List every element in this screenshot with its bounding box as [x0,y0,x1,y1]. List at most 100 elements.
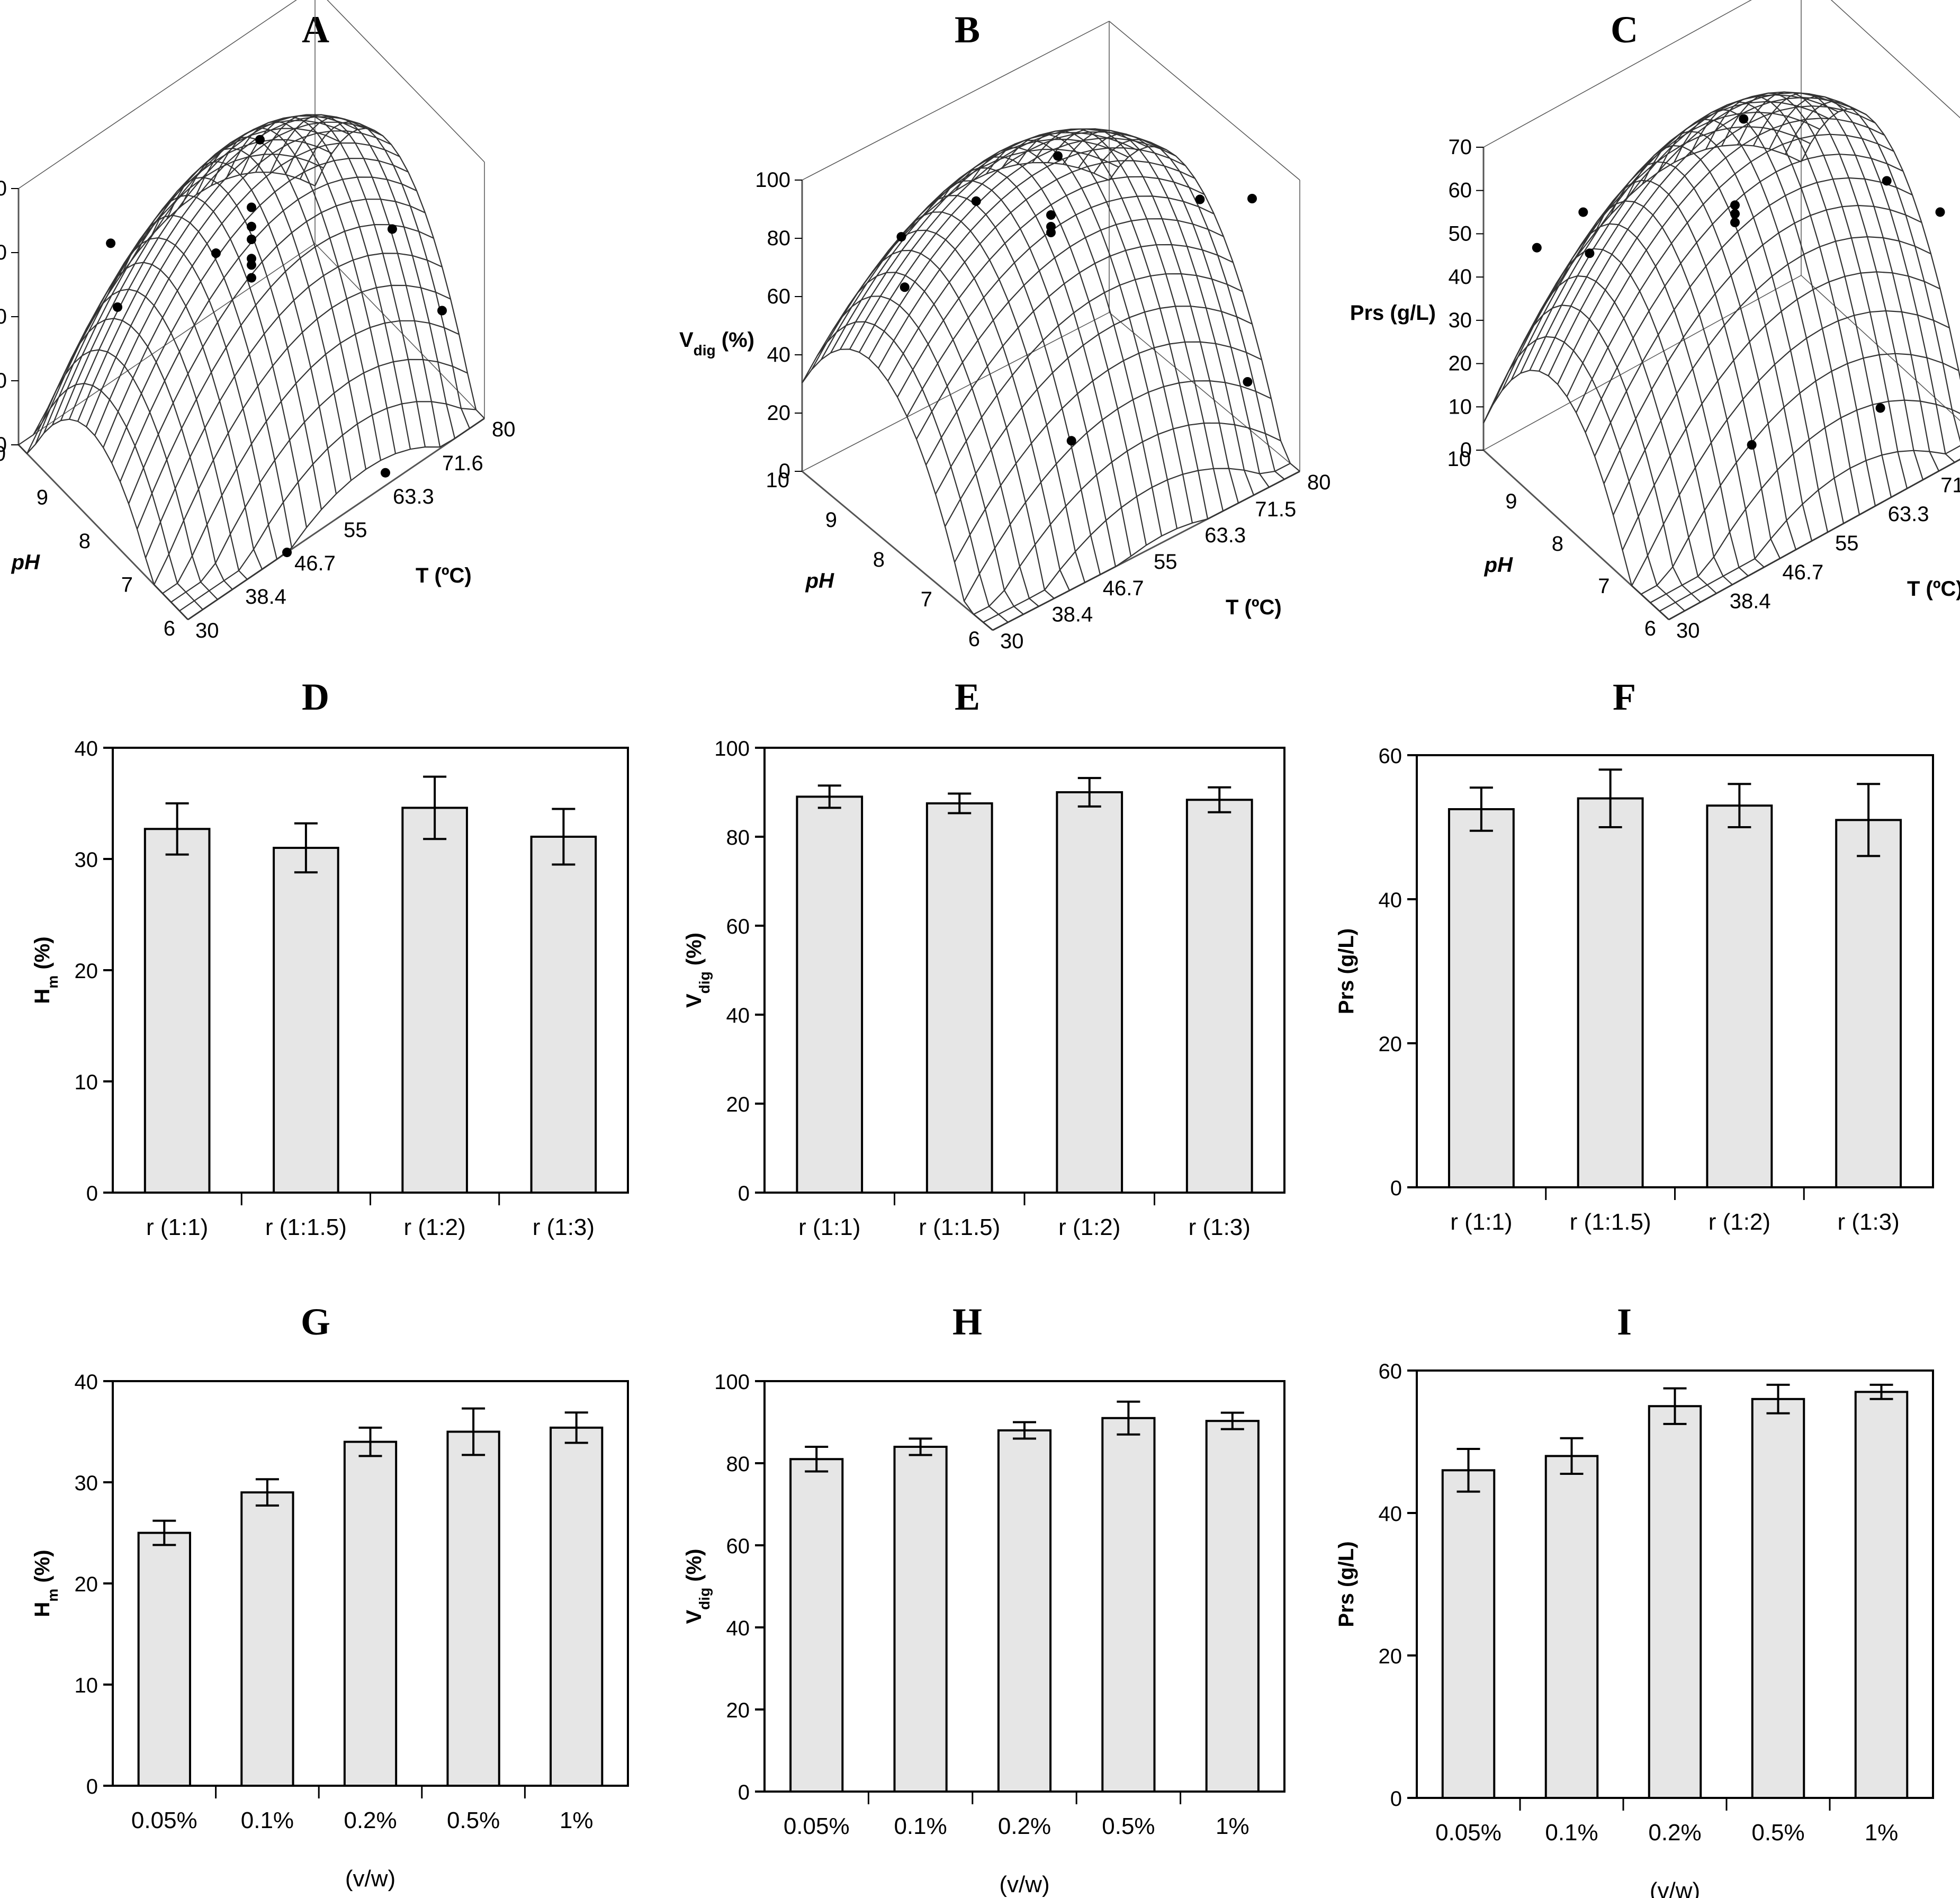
surface-chart-c: 0102030405060701098763038.446.75563.371.… [1350,0,1960,642]
data-point [247,202,256,212]
y-tick-label: 80 [726,826,750,849]
surface-mesh-line [1511,101,1829,380]
bar-chart-i: 0 20 40 60 0.05% 0.1% 0.2% 0.5% 1% Prs (g/L) (v/w) [1335,1360,1934,1898]
surface-mesh-line [1578,200,1765,568]
panel-label-c: C [1611,8,1638,51]
x-category-label: 0.1% [241,1807,294,1833]
surface-mesh-line [314,128,485,419]
surface-mesh-line [1566,118,1885,397]
x-category-label: r (1:1) [146,1214,208,1240]
x-axis-label: (v/w) [999,1872,1049,1897]
y-tick-label: 63.3 [1204,524,1246,547]
surface-mesh-line [1529,91,1848,371]
y-tick-label: 10 [75,1674,98,1697]
x-tick-label: 10 [1447,447,1471,471]
box-edge [18,243,316,445]
data-point [1578,207,1588,217]
surface-mesh-line [1557,105,1876,385]
data-point [1046,228,1056,237]
x-tick-label: 8 [1552,532,1563,556]
y-tick-label: 80 [726,1453,750,1476]
surface-mesh-line [1753,92,1939,471]
x-category-label: r (1:1) [798,1214,860,1240]
y-tick-label: 100 [714,1371,750,1394]
bar [1205,1420,1260,1793]
x-category-label: r (1:2) [1709,1209,1770,1235]
surface-mesh-line [43,128,341,434]
data-point [211,248,221,258]
surface-mesh-line [1548,96,1866,377]
surface-mesh-line [77,289,248,580]
bar [925,802,993,1194]
y-tick-label: 38.4 [1730,590,1771,613]
x-tick-label: 9 [825,508,837,532]
bar [550,1426,604,1787]
y-tick-label: 55 [344,518,367,542]
z-tick-label: 40 [0,177,7,200]
y-tick-label: 80 [1307,471,1331,494]
surface-mesh-line [270,114,441,447]
box-edge [18,0,297,189]
x-category-label: 0.2% [998,1813,1051,1839]
surface-mesh-line [151,176,322,510]
x-tick-label: 9 [1505,490,1517,513]
box-edge [314,243,485,419]
data-point [1066,436,1076,446]
data-point [1195,194,1205,204]
x-tick-label: 8 [873,548,885,571]
y-tick-label: 55 [1835,532,1859,555]
x-category-label: 0.05% [784,1813,850,1839]
x-category-label: r (1:1.5) [1570,1209,1651,1235]
bar [1577,797,1644,1188]
surface-mesh-line [1610,161,1797,550]
bar [1056,791,1123,1194]
z-tick-label: 20 [1449,352,1472,375]
surface-mesh-line [1576,133,1894,413]
surface-mesh-line [821,138,1129,360]
surface-mesh-line [18,418,188,620]
surface-mesh-line [802,162,1110,383]
data-point [1747,440,1757,450]
y-tick-label: 30 [1676,619,1700,642]
surface-mesh-line [811,148,1119,370]
axis-ph [802,470,993,631]
surface-mesh-line [1721,92,1908,489]
y-axis-label: Vdig (%) [682,1548,713,1624]
y-axis-label: Hm (%) [31,1550,61,1617]
z-tick-label: 100 [755,168,790,192]
bar [1854,1391,1909,1799]
data-point [380,468,390,478]
z-tick-label: 10 [1449,395,1472,418]
x-tick-label: 10 [0,442,6,465]
x-category-label: 0.2% [344,1807,397,1833]
surface-mesh-line [849,128,1157,350]
z-tick-label: 10 [0,369,7,392]
z-tick-label: 20 [767,401,791,425]
y-tick-label: 40 [726,1617,750,1640]
data-point [896,232,906,242]
x-category-label: 0.1% [1545,1820,1598,1846]
panel-label-b: B [955,8,980,51]
surface-mesh-line [211,127,382,461]
x-axis-label: pH [1484,553,1513,577]
surface-mesh-line [1737,91,1924,480]
y-tick-label: 71.5 [1255,498,1296,521]
bar [789,1458,844,1793]
surface-mesh-line [1562,223,1749,577]
surface-mesh-line [240,116,411,450]
y-axis-label: Prs (g/L) [1335,928,1358,1014]
surface-mesh-line [107,237,278,560]
surface-mesh-line [122,214,293,548]
surface-mesh-line [916,218,1224,440]
y-tick-label: 40 [1379,1502,1402,1526]
x-tick-label: 9 [37,486,48,509]
x-tick-label: 7 [121,574,133,597]
y-tick-label: 10 [75,1071,98,1094]
bar [137,1532,191,1787]
bar [446,1430,500,1787]
z-tick-label: 30 [0,241,7,264]
x-category-label: 0.05% [131,1807,197,1833]
surface-mesh-line [77,116,375,422]
y-tick-label: 40 [726,1004,750,1027]
